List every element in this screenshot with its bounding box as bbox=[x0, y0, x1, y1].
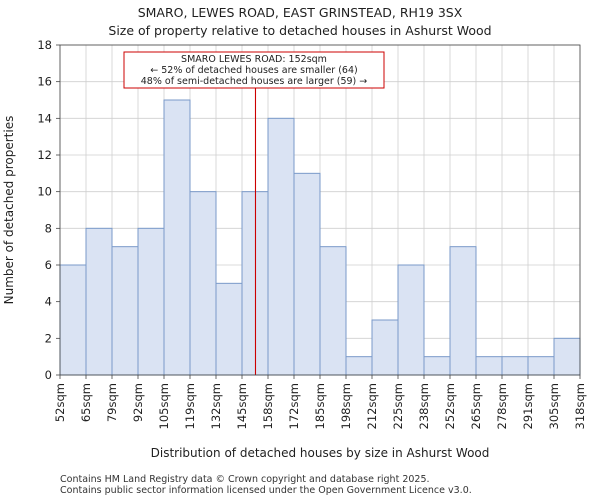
histogram-bar bbox=[423, 356, 451, 376]
y-tick-label: 18 bbox=[37, 38, 52, 52]
x-tick-label: 105sqm bbox=[157, 383, 171, 429]
footer-line-2: Contains public sector information licen… bbox=[60, 485, 472, 496]
x-tick-label: 291sqm bbox=[521, 383, 535, 429]
histogram-bar bbox=[553, 337, 581, 376]
histogram-bar bbox=[449, 246, 477, 376]
annotation-line-3: 48% of semi-detached houses are larger (… bbox=[141, 76, 368, 87]
chart-subtitle: Size of property relative to detached ho… bbox=[108, 23, 491, 38]
x-tick-label: 318sqm bbox=[573, 383, 587, 429]
y-tick-label: 2 bbox=[45, 331, 52, 345]
x-tick-label: 65sqm bbox=[79, 383, 93, 422]
y-tick-label: 12 bbox=[37, 148, 52, 162]
histogram-bar bbox=[371, 319, 399, 376]
x-tick-label: 158sqm bbox=[261, 383, 275, 429]
x-tick-label: 238sqm bbox=[417, 383, 431, 429]
histogram-bar bbox=[85, 227, 113, 376]
x-tick-label: 278sqm bbox=[495, 383, 509, 429]
annotation-line-1: SMARO LEWES ROAD: 152sqm bbox=[181, 54, 327, 65]
x-tick-label: 145sqm bbox=[235, 383, 249, 429]
annotation-box bbox=[123, 51, 385, 89]
x-tick-label: 252sqm bbox=[443, 383, 457, 429]
x-tick-label: 79sqm bbox=[105, 383, 119, 422]
histogram-bar bbox=[345, 356, 373, 376]
bars-layer bbox=[59, 99, 581, 376]
x-tick-label: 52sqm bbox=[53, 383, 67, 422]
x-tick-label: 265sqm bbox=[469, 383, 483, 429]
histogram-bar bbox=[59, 264, 87, 376]
x-tick-label: 305sqm bbox=[547, 383, 561, 429]
y-tick-label: 14 bbox=[37, 111, 52, 125]
histogram-bar bbox=[137, 227, 165, 376]
x-tick-label: 198sqm bbox=[339, 383, 353, 429]
histogram-bar bbox=[293, 172, 321, 376]
histogram-bar bbox=[397, 264, 425, 376]
footer-line-1: Contains HM Land Registry data © Crown c… bbox=[60, 474, 430, 485]
x-tick-label: 185sqm bbox=[313, 383, 327, 429]
chart-title: SMARO, LEWES ROAD, EAST GRINSTEAD, RH19 … bbox=[138, 5, 463, 20]
marker-annotation: SMARO LEWES ROAD: 152sqm ← 52% of detach… bbox=[123, 51, 385, 89]
y-axis-label: Number of detached properties bbox=[2, 116, 16, 305]
y-axis: 0 2 4 6 8 10 12 14 16 18 bbox=[37, 38, 60, 382]
histogram-bar bbox=[501, 356, 529, 376]
histogram-bar bbox=[527, 356, 555, 376]
x-tick-label: 172sqm bbox=[287, 383, 301, 429]
x-tick-label: 119sqm bbox=[183, 383, 197, 429]
y-tick-label: 8 bbox=[45, 221, 52, 235]
histogram-bar bbox=[267, 117, 295, 376]
y-tick-label: 10 bbox=[37, 185, 52, 199]
y-tick-label: 16 bbox=[37, 75, 52, 89]
annotation-line-2: ← 52% of detached houses are smaller (64… bbox=[150, 65, 357, 76]
histogram-bar bbox=[111, 246, 139, 376]
y-tick-label: 0 bbox=[45, 368, 52, 382]
y-tick-label: 4 bbox=[45, 295, 52, 309]
histogram-bar bbox=[319, 246, 347, 376]
x-tick-label: 212sqm bbox=[365, 383, 379, 429]
histogram-bar bbox=[189, 191, 217, 376]
x-tick-label: 92sqm bbox=[131, 383, 145, 422]
x-axis: 52sqm 65sqm 79sqm 92sqm 105sqm 119sqm 132sqm 14… bbox=[53, 375, 587, 429]
histogram-bar bbox=[475, 356, 503, 376]
histogram-bar bbox=[215, 282, 243, 376]
x-tick-label: 225sqm bbox=[391, 383, 405, 429]
y-tick-label: 6 bbox=[45, 258, 52, 272]
x-axis-label: Distribution of detached houses by size … bbox=[151, 446, 490, 460]
x-tick-label: 132sqm bbox=[209, 383, 223, 429]
histogram-bar bbox=[163, 99, 191, 376]
